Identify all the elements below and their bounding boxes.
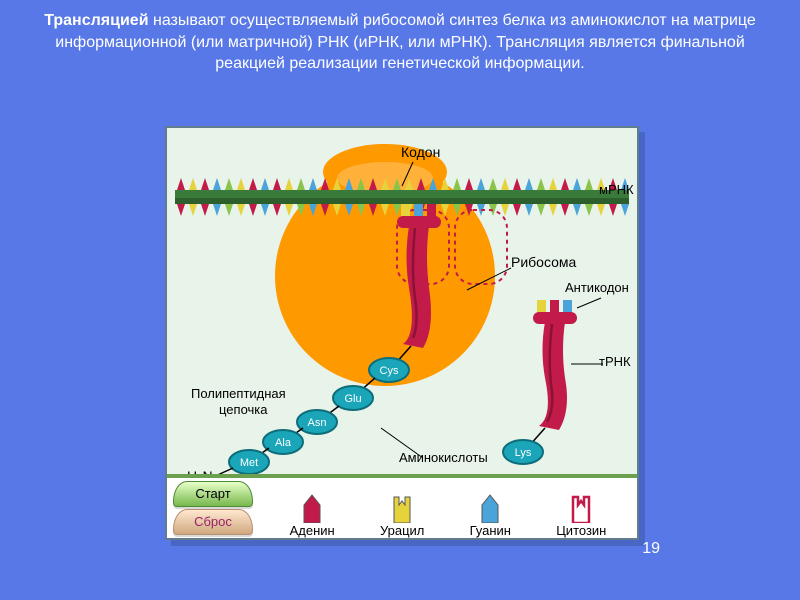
svg-text:Ala: Ala (275, 437, 292, 449)
label-ribosome: Рибосома (511, 254, 576, 270)
title-rest: называют осуществляемый рибосомой синтез… (55, 12, 756, 72)
svg-text:Met: Met (240, 457, 258, 469)
legend-label: Гуанин (470, 523, 511, 538)
title-bold: Трансляцией (44, 12, 148, 29)
mrna-track (175, 190, 629, 204)
label-trna: тРНК (599, 354, 631, 369)
title-text: Трансляцией называют осуществляемый рибо… (0, 0, 800, 79)
legend-label: Цитозин (556, 523, 606, 538)
legend-item: Цитозин (556, 493, 606, 538)
diagram-panel: Cys Lys Glu Asn Ala Met (165, 126, 639, 540)
label-poly1: Полипептидная (191, 386, 286, 401)
label-codon: Кодон (401, 144, 440, 160)
legend-label: Аденин (290, 523, 335, 538)
legend-item: Урацил (380, 493, 424, 538)
legend-items: Аденин Урацил Гуанин Цитозин (263, 474, 637, 542)
start-stop-group: Старт Cброс (167, 481, 263, 535)
svg-text:Cys: Cys (380, 365, 399, 377)
anticodon-line (577, 298, 601, 308)
legend-item: Аденин (290, 493, 335, 538)
svg-text:Lys: Lys (515, 447, 532, 459)
legend-bar: Старт Cброс Аденин Урацил Гуанин Цитозин (167, 474, 637, 538)
stop-button[interactable]: Cброс (173, 509, 253, 535)
label-mrna: мРНК (599, 182, 634, 197)
label-aminoacids: Аминокислоты (399, 450, 488, 465)
svg-text:Glu: Glu (344, 393, 361, 405)
label-poly2: цепочка (219, 402, 268, 417)
start-button[interactable]: Старт (173, 481, 253, 507)
trna-free: Lys (503, 300, 577, 464)
page-number: 19 (642, 540, 660, 558)
svg-text:Asn: Asn (308, 417, 327, 429)
legend-label: Урацил (380, 523, 424, 538)
label-anticodon: Антикодон (565, 280, 629, 295)
legend-item: Гуанин (470, 493, 511, 538)
